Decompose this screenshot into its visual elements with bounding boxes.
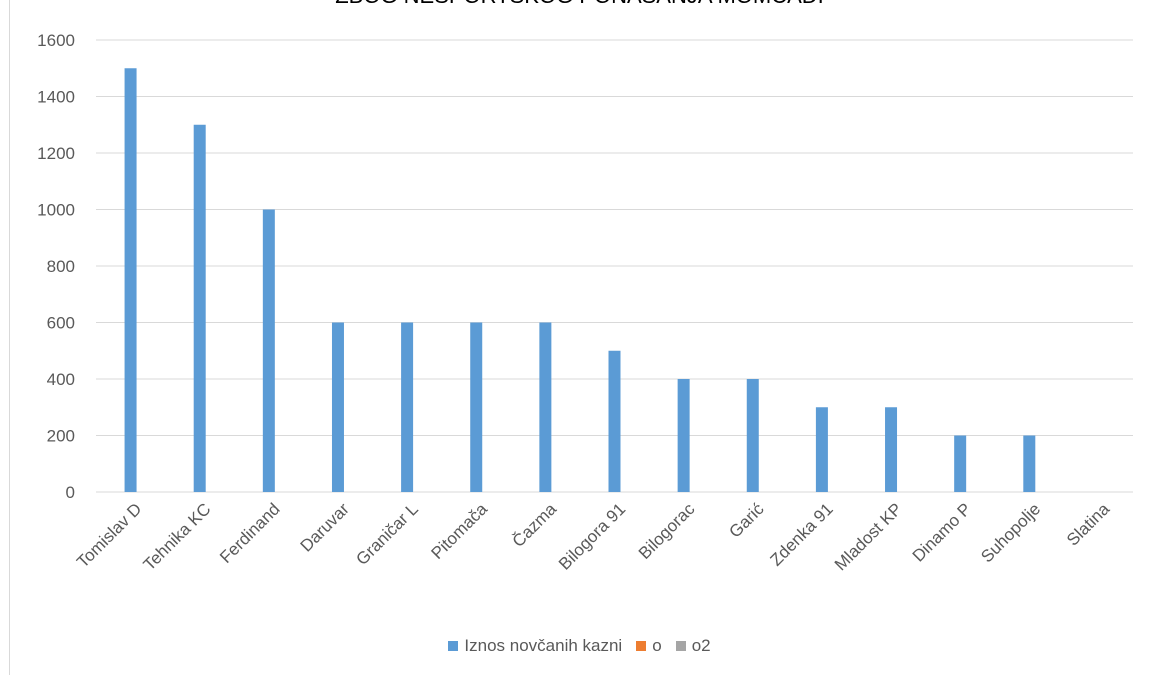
bar bbox=[885, 407, 897, 492]
x-tick-label: Graničar L bbox=[352, 499, 422, 569]
legend-item: o2 bbox=[676, 636, 711, 656]
y-tick-label: 1600 bbox=[37, 31, 75, 50]
bar bbox=[401, 323, 413, 493]
x-tick-label: Zdenka 91 bbox=[766, 499, 836, 569]
y-tick-label: 1400 bbox=[37, 88, 75, 107]
legend-swatch bbox=[636, 641, 646, 651]
bar bbox=[332, 323, 344, 493]
bar bbox=[125, 68, 137, 492]
legend-swatch bbox=[448, 641, 458, 651]
bar bbox=[609, 351, 621, 492]
bar bbox=[539, 323, 551, 493]
bar bbox=[194, 125, 206, 492]
bar bbox=[470, 323, 482, 493]
bar bbox=[678, 379, 690, 492]
x-tick-label: Suhopolje bbox=[977, 499, 1044, 566]
x-tick-label: Bilogorac bbox=[635, 499, 699, 563]
bar bbox=[1023, 436, 1035, 493]
legend-label: o bbox=[652, 636, 661, 656]
legend-swatch bbox=[676, 641, 686, 651]
y-tick-label: 200 bbox=[47, 427, 75, 446]
y-tick-label: 1000 bbox=[37, 201, 75, 220]
y-tick-label: 1200 bbox=[37, 144, 75, 163]
x-tick-label: Ferdinand bbox=[216, 499, 284, 567]
y-tick-label: 600 bbox=[47, 314, 75, 333]
x-tick-label: Pitomača bbox=[428, 499, 492, 563]
x-tick-label: Mladost KP bbox=[831, 499, 906, 574]
y-axis-ticks: 0 200 400 600 800 1000 1200 1400 1600 bbox=[37, 31, 75, 502]
bar bbox=[263, 210, 275, 493]
y-tick-label: 0 bbox=[66, 483, 75, 502]
bar bbox=[747, 379, 759, 492]
bar bbox=[954, 436, 966, 493]
legend-item: o bbox=[636, 636, 661, 656]
x-tick-label: Dinamo P bbox=[909, 499, 975, 565]
bar-chart: 0 200 400 600 800 1000 1200 1400 1600 Tomislav D… bbox=[0, 0, 1159, 620]
x-tick-label: Čazma bbox=[509, 499, 561, 551]
legend-label: o2 bbox=[692, 636, 711, 656]
x-tick-label: Daruvar bbox=[297, 499, 353, 555]
bars bbox=[125, 68, 1036, 492]
legend: Iznos novčanih kazni o o2 bbox=[0, 636, 1159, 656]
legend-label: Iznos novčanih kazni bbox=[464, 636, 622, 656]
legend-item: Iznos novčanih kazni bbox=[448, 636, 622, 656]
x-tick-label: Slatina bbox=[1063, 499, 1114, 550]
bar bbox=[816, 407, 828, 492]
x-tick-label: Garić bbox=[725, 499, 768, 542]
y-tick-label: 400 bbox=[47, 370, 75, 389]
x-tick-label: Bilogora 91 bbox=[555, 499, 629, 573]
x-tick-label: Tomislav D bbox=[73, 499, 145, 571]
x-tick-label: Tehnika KC bbox=[140, 499, 215, 574]
y-tick-label: 800 bbox=[47, 257, 75, 276]
